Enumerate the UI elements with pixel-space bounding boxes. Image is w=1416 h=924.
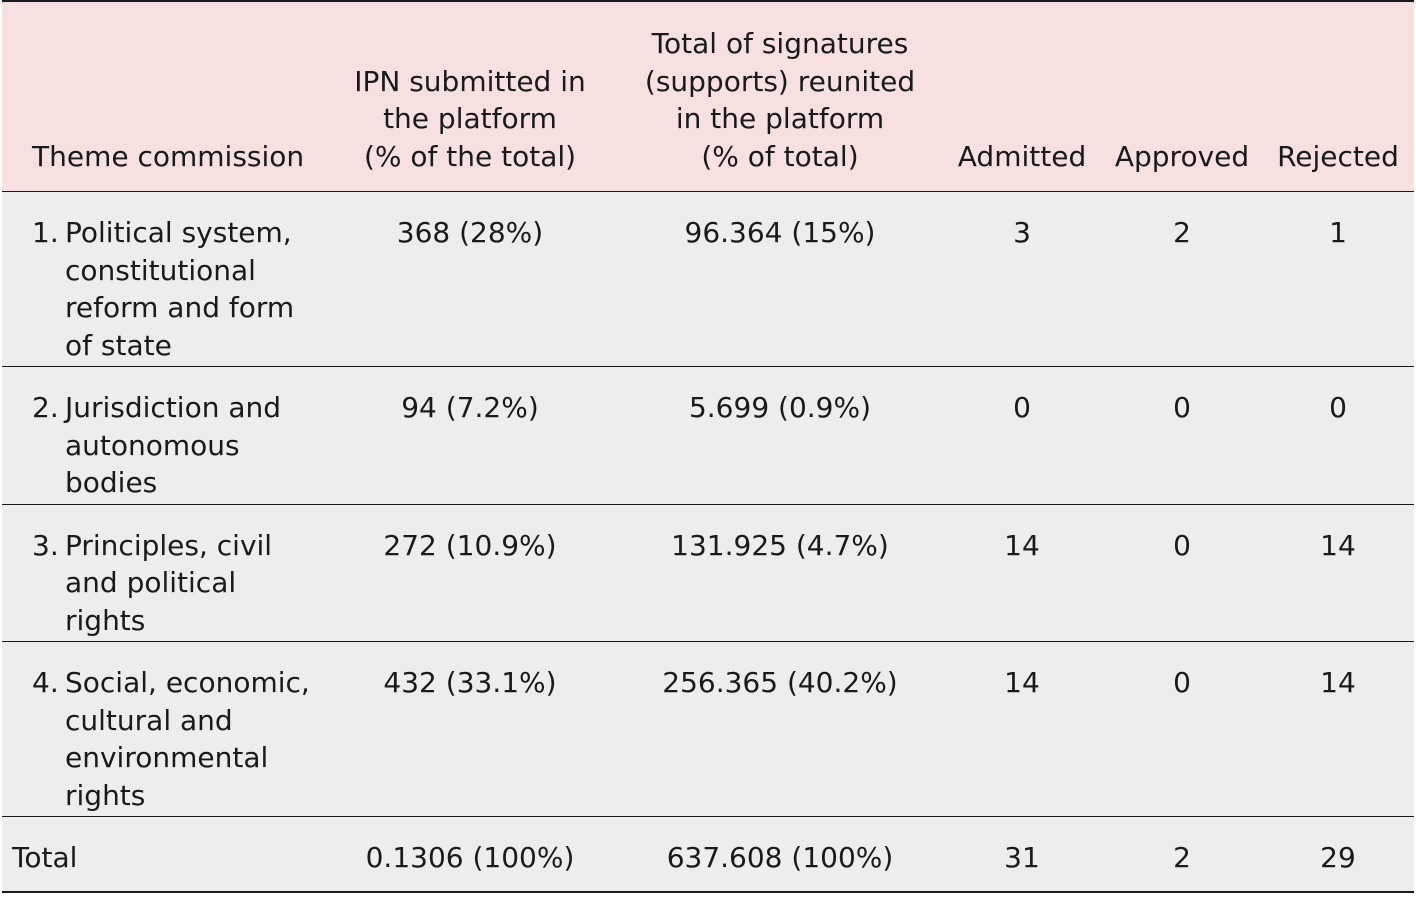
- theme-cell: 4. Social, economic, cultural and enviro…: [2, 642, 322, 817]
- theme-number: 3.: [32, 528, 59, 562]
- table-row: 3. Principles, civil and political right…: [2, 504, 1414, 642]
- header-rejected: Rejected: [1277, 139, 1399, 173]
- table-row: 1. Political system, constitutional refo…: [2, 191, 1414, 367]
- theme-name: Principles, civil and political rights: [65, 528, 273, 637]
- approved-cell: 0: [1173, 528, 1191, 562]
- theme-number: 4.: [32, 666, 59, 699]
- signatures-cell: 5.699 (0.9%): [688, 391, 872, 424]
- header-total-signatures: Total of signatures (supports) reunited …: [618, 1, 942, 192]
- theme-number: 1.: [32, 216, 59, 249]
- ipn-cell: 432 (33.1%): [383, 666, 557, 699]
- theme-name: Jurisdiction and autonomous bodies: [65, 391, 282, 499]
- header-ipn-line-1: IPN submitted in: [354, 64, 586, 98]
- total-rejected-cell: 29: [1320, 841, 1356, 874]
- table-header: Theme commission IPN submitted in the pl…: [2, 1, 1414, 192]
- theme-cell: 1. Political system, constitutional refo…: [2, 192, 322, 367]
- ipn-cell: 94 (7.2%): [401, 391, 539, 424]
- header-row: Theme commission IPN submitted in the pl…: [2, 1, 1414, 192]
- table-row: 4. Social, economic, cultural and enviro…: [2, 641, 1414, 817]
- theme-name: Political system, constitutional reform …: [65, 216, 295, 362]
- header-ipn-submitted: IPN submitted in the platform (% of the …: [322, 1, 618, 192]
- signatures-cell: 256.365 (40.2%): [662, 666, 898, 699]
- rejected-cell: 14: [1320, 666, 1356, 699]
- header-ipn-line-2: the platform: [383, 102, 557, 135]
- rejected-cell: 14: [1320, 528, 1356, 562]
- admitted-cell: 14: [1004, 666, 1040, 699]
- header-signatures-line-2: (supports) reunited: [644, 64, 916, 98]
- header-signatures-line-3: in the platform: [675, 102, 885, 135]
- header-admitted: Admitted: [957, 139, 1087, 173]
- header-signatures-line-4: (% of total): [701, 139, 859, 173]
- table-row: 2. Jurisdiction and autonomous bodies 94…: [2, 366, 1414, 505]
- header-signatures-line-1: Total of signatures: [651, 27, 909, 60]
- rejected-cell: 1: [1329, 216, 1347, 249]
- theme-number: 2.: [32, 391, 59, 424]
- header-approved: Approved: [1114, 139, 1250, 173]
- admitted-cell: 14: [1004, 528, 1040, 562]
- header-theme-commission: Theme commission: [32, 139, 305, 173]
- theme-cell: 2. Jurisdiction and autonomous bodies: [2, 367, 322, 505]
- total-signatures-cell: 637.608 (100%): [666, 841, 894, 874]
- data-table-container: Theme commission IPN submitted in the pl…: [2, 0, 1414, 893]
- admitted-cell: 0: [1013, 391, 1031, 424]
- signatures-cell: 131.925 (4.7%): [671, 528, 889, 562]
- rejected-cell: 0: [1329, 391, 1347, 424]
- total-admitted-cell: 31: [1004, 841, 1040, 874]
- ipn-cell: 272 (10.9%): [383, 528, 557, 562]
- admitted-cell: 3: [1013, 216, 1031, 249]
- table-body: 1. Political system, constitutional refo…: [2, 191, 1414, 892]
- approved-cell: 2: [1173, 216, 1191, 249]
- theme-commission-table: Theme commission IPN submitted in the pl…: [2, 0, 1414, 893]
- signatures-cell: 96.364 (15%): [684, 216, 876, 249]
- approved-cell: 0: [1173, 391, 1191, 424]
- ipn-cell: 368 (28%): [396, 216, 544, 249]
- total-ipn-cell: 0.1306 (100%): [365, 841, 575, 874]
- header-ipn-line-3: (% of the total): [363, 139, 577, 173]
- theme-cell: 3. Principles, civil and political right…: [2, 504, 322, 642]
- theme-name: Social, economic, cultural and environme…: [65, 666, 310, 812]
- approved-cell: 0: [1173, 666, 1191, 699]
- total-label: Total: [12, 841, 78, 874]
- total-row: Total 0.1306 (100%) 637.608 (100%) 31 2 …: [2, 816, 1414, 892]
- total-approved-cell: 2: [1173, 841, 1191, 874]
